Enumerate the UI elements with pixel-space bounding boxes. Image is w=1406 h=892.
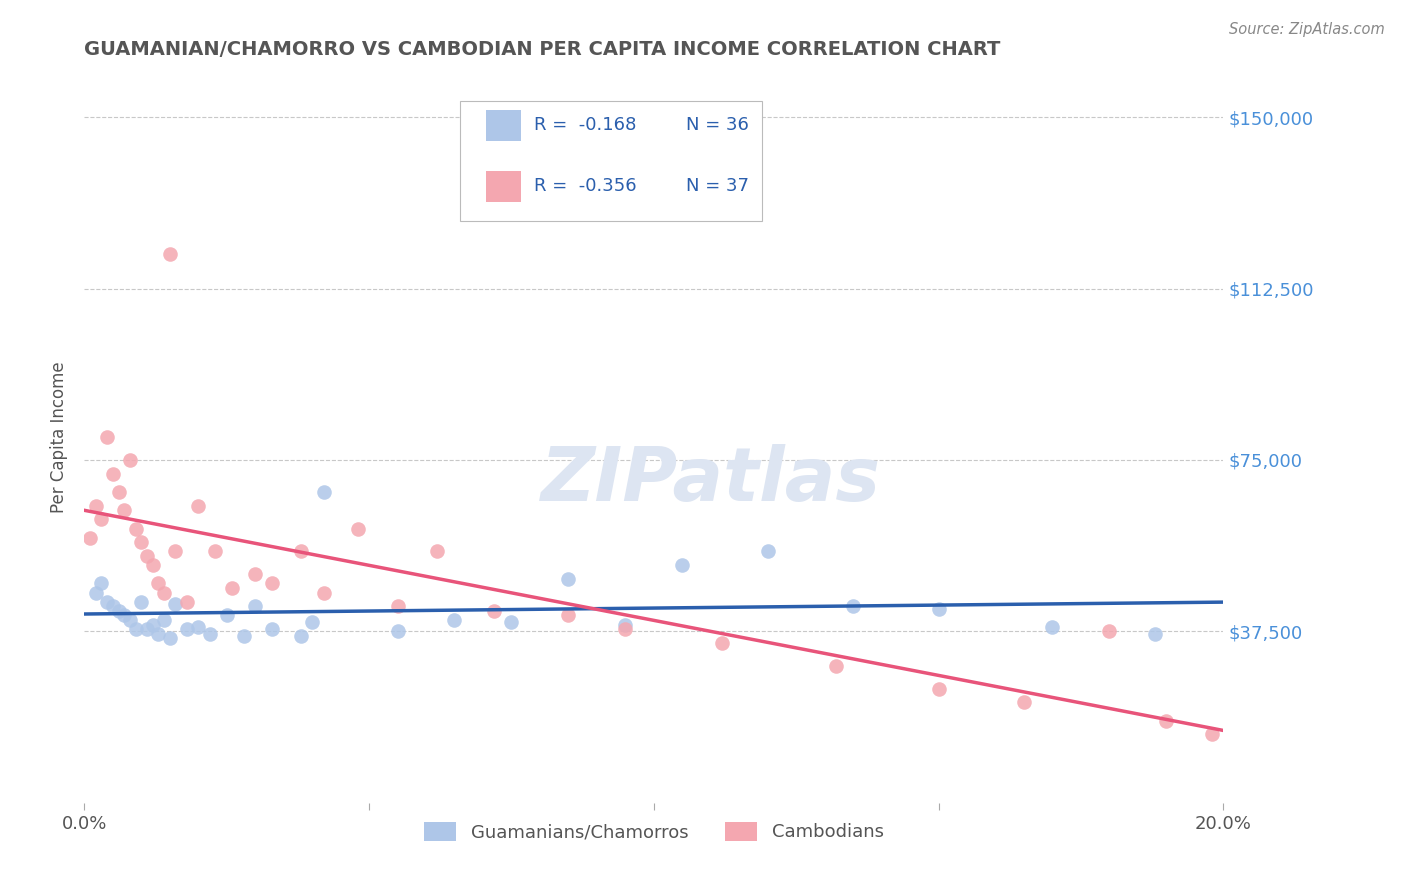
Point — [426, 544, 449, 558]
Point — [1012, 695, 1035, 709]
Point — [204, 544, 226, 558]
Point — [112, 503, 135, 517]
Point — [825, 658, 848, 673]
Point — [118, 453, 141, 467]
Point — [501, 615, 523, 630]
Point — [756, 544, 779, 558]
Point — [614, 617, 637, 632]
Point — [198, 626, 221, 640]
Text: N = 37: N = 37 — [686, 178, 748, 195]
Point — [84, 499, 107, 513]
Point — [557, 572, 579, 586]
Point — [671, 558, 693, 573]
Point — [245, 567, 267, 582]
Point — [101, 467, 124, 481]
Point — [90, 512, 112, 526]
Point — [842, 599, 865, 614]
Point — [245, 599, 267, 614]
Point — [614, 622, 637, 636]
Point — [136, 549, 159, 563]
Point — [928, 601, 950, 615]
Point — [142, 617, 165, 632]
Point — [90, 576, 112, 591]
Point — [346, 521, 368, 535]
Point — [232, 629, 254, 643]
Point — [176, 622, 198, 636]
Point — [165, 597, 187, 611]
Point — [1042, 620, 1064, 634]
Point — [312, 484, 335, 499]
Point — [124, 622, 146, 636]
Point — [557, 608, 579, 623]
Point — [312, 585, 335, 599]
Point — [107, 604, 129, 618]
Point — [107, 484, 129, 499]
Point — [118, 613, 141, 627]
Text: R =  -0.168: R = -0.168 — [534, 117, 637, 135]
Point — [153, 613, 176, 627]
Point — [101, 599, 124, 614]
Point — [221, 581, 243, 595]
Point — [165, 544, 187, 558]
Point — [131, 594, 153, 608]
Point — [262, 576, 284, 591]
Point — [187, 620, 209, 634]
Point — [387, 599, 409, 614]
Text: N = 36: N = 36 — [686, 117, 748, 135]
Point — [1143, 626, 1166, 640]
Point — [148, 626, 170, 640]
Point — [96, 430, 118, 444]
Point — [131, 535, 153, 549]
Point — [148, 576, 170, 591]
Point — [290, 629, 312, 643]
Point — [159, 247, 181, 261]
Point — [215, 608, 238, 623]
Text: R =  -0.356: R = -0.356 — [534, 178, 637, 195]
Text: ZIPatlas: ZIPatlas — [541, 444, 880, 517]
Point — [1156, 714, 1178, 728]
FancyBboxPatch shape — [460, 101, 762, 221]
Point — [124, 521, 146, 535]
Point — [1098, 624, 1121, 639]
Legend: Guamanians/Chamorros, Cambodians: Guamanians/Chamorros, Cambodians — [416, 814, 891, 848]
Point — [142, 558, 165, 573]
Bar — [486, 171, 520, 202]
Point — [1201, 727, 1223, 741]
Point — [290, 544, 312, 558]
Point — [112, 608, 135, 623]
Point — [96, 594, 118, 608]
Point — [159, 632, 181, 646]
Point — [711, 636, 734, 650]
Text: GUAMANIAN/CHAMORRO VS CAMBODIAN PER CAPITA INCOME CORRELATION CHART: GUAMANIAN/CHAMORRO VS CAMBODIAN PER CAPI… — [84, 39, 1001, 59]
Point — [387, 624, 409, 639]
Point — [176, 594, 198, 608]
Point — [136, 622, 159, 636]
Bar — [486, 110, 520, 141]
Point — [484, 604, 506, 618]
Y-axis label: Per Capita Income: Per Capita Income — [51, 361, 69, 513]
Point — [84, 585, 107, 599]
Point — [443, 613, 465, 627]
Point — [928, 681, 950, 696]
Point — [153, 585, 176, 599]
Point — [187, 499, 209, 513]
Point — [301, 615, 323, 630]
Point — [262, 622, 284, 636]
Point — [79, 531, 101, 545]
Text: Source: ZipAtlas.com: Source: ZipAtlas.com — [1229, 22, 1385, 37]
